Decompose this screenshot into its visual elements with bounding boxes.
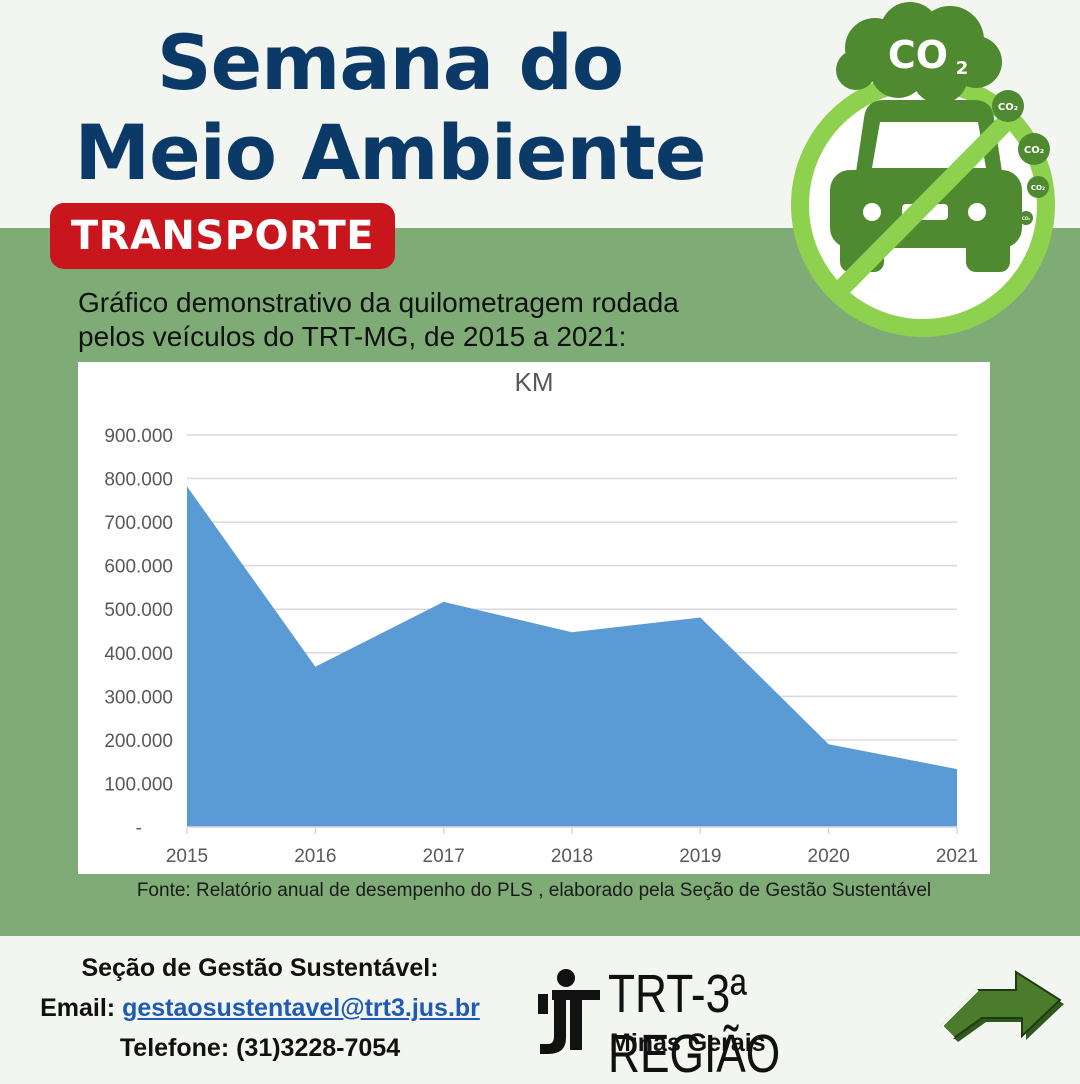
logo-subtitle: Minas Gerais [610, 1028, 766, 1058]
arrow-right-icon[interactable] [940, 966, 1070, 1050]
x-tick-label: 2016 [294, 846, 336, 867]
title-line-2: Meio Ambiente [30, 108, 750, 198]
series-area [187, 486, 957, 827]
y-tick-label: 300.000 [104, 687, 173, 708]
logo-name: TRT-3ª REGIÃO [608, 964, 857, 1084]
email-link[interactable]: gestaosustentavel@trt3.jus.br [122, 994, 480, 1022]
source-note: Fonte: Relatório anual de desempenho do … [78, 878, 990, 904]
chart-area-layer [187, 486, 957, 827]
page-title: Semana do Meio Ambiente [30, 18, 750, 198]
description-line-1: Gráfico demonstrativo da quilometragem r… [78, 286, 798, 320]
y-tick-label: 400.000 [104, 644, 173, 665]
co2-bubble-label: CO₂ [1031, 184, 1045, 192]
y-tick-label: 700.000 [104, 513, 173, 534]
y-tick-label: 500.000 [104, 600, 173, 621]
y-tick-label: 100.000 [104, 774, 173, 795]
co2-large-label: CO [888, 33, 948, 77]
chart-description: Gráfico demonstrativo da quilometragem r… [78, 286, 798, 354]
y-tick-label: 900.000 [104, 426, 173, 447]
y-tick-label: 600.000 [104, 557, 173, 578]
x-tick-label: 2020 [808, 846, 850, 867]
email-label: Email: [40, 994, 115, 1022]
contact-email-row: Email: gestaosustentavel@trt3.jus.br [0, 988, 520, 1028]
km-chart: KM - 100.000 200.000 300.000 400.000 500.000 6… [78, 362, 990, 874]
chart-title: KM [515, 367, 554, 397]
contact-phone: Telefone: (31)3228-7054 [0, 1028, 520, 1068]
co2-bubble-label: CO₂ [1022, 216, 1030, 221]
title-line-1: Semana do [30, 18, 750, 108]
topic-badge: TRANSPORTE [50, 203, 395, 269]
x-tick-label: 2017 [423, 846, 465, 867]
x-tick-label: 2018 [551, 846, 593, 867]
contact-heading: Seção de Gestão Sustentável: [0, 948, 520, 988]
co2-large-subscript: 2 [956, 58, 969, 79]
contact-block: Seção de Gestão Sustentável: Email: gest… [0, 948, 520, 1068]
x-tick-label: 2021 [936, 846, 978, 867]
co2-bubble-label: CO₂ [1024, 145, 1044, 156]
description-line-2: pelos veículos do TRT-MG, de 2015 a 2021… [78, 320, 798, 354]
x-tick-label: 2015 [166, 846, 208, 867]
y-tick-label: 200.000 [104, 731, 173, 752]
co2-bubble-label: CO₂ [998, 102, 1018, 113]
y-tick-label: 800.000 [104, 470, 173, 491]
x-tick-label: 2019 [679, 846, 721, 867]
no-car-co2-icon: CO 2 CO₂ CO₂ CO₂ CO₂ [780, 0, 1080, 340]
chart-canvas: KM - 100.000 200.000 300.000 400.000 500.000 6… [78, 362, 990, 874]
trt-logo: TRT-3ª REGIÃO Minas Gerais [532, 956, 912, 1066]
y-tick-label: - [136, 818, 142, 839]
trt-logo-icon [532, 962, 604, 1062]
